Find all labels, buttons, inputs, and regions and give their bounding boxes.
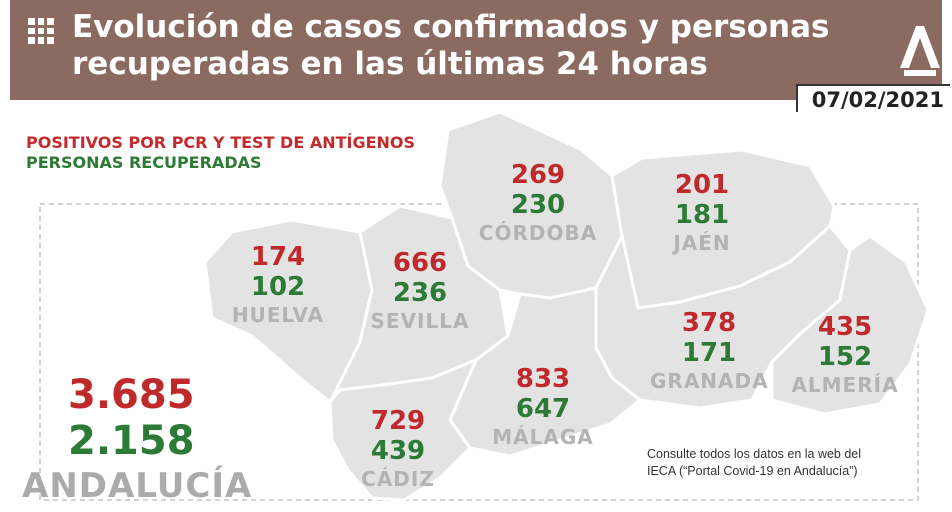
note-line-2: IECA (“Portal Covid-19 en Andalucía”) [647,464,858,478]
sevilla-recovered: 236 [392,278,448,308]
jaen-positives: 201 [674,170,730,200]
province-granada: 378 171 GRANADA [650,308,768,394]
map-region-cadiz [328,357,479,502]
title-line-1: Evolución de casos confirmados y persona… [72,9,830,45]
malaga-positives: 833 [515,364,571,394]
almeria-positives: 435 [817,312,873,342]
province-cordoba: 269 230 CÓRDOBA [478,160,598,246]
huelva-recovered: 102 [250,272,306,302]
province-huelva: 174 102 HUELVA [228,242,328,328]
granada-recovered: 171 [681,338,737,368]
province-malaga: 833 647 MÁLAGA [488,364,598,450]
sevilla-positives: 666 [392,248,448,278]
page-title: Evolución de casos confirmados y persona… [72,9,832,83]
cordoba-recovered: 230 [510,190,566,220]
header-banner: Evolución de casos confirmados y persona… [10,0,942,100]
huelva-name: HUELVA [231,303,325,327]
jaen-name: JAÉN [673,231,731,255]
map-region-almeria [770,234,930,416]
cadiz-recovered: 439 [370,436,426,466]
region-name: ANDALUCÍA [22,466,253,506]
source-note: Consulte todos los datos en la web del I… [647,446,861,480]
grid-icon [28,18,54,44]
malaga-recovered: 647 [515,394,571,424]
province-sevilla: 666 236 SEVILLA [360,248,480,334]
cadiz-name: CÁDIZ [361,467,435,491]
province-cadiz: 729 439 CÁDIZ [348,406,448,492]
map-region-malaga [448,286,643,458]
malaga-name: MÁLAGA [492,425,594,449]
province-jaen: 201 181 JAÉN [652,170,752,256]
granada-positives: 378 [681,308,737,338]
legend-positives: POSITIVOS POR PCR Y TEST DE ANTÍGENOS [26,133,416,152]
andalucia-total: 3.685 2.158 [68,372,195,464]
note-line-1: Consulte todos los datos en la web del [647,447,862,461]
almeria-recovered: 152 [817,342,873,372]
almeria-name: ALMERÍA [791,373,899,397]
total-recovered: 2.158 [68,418,195,464]
total-positives: 3.685 [68,372,195,418]
legend-recovered: PERSONAS RECUPERADAS [26,153,262,172]
legend: POSITIVOS POR PCR Y TEST DE ANTÍGENOS PE… [26,133,415,173]
huelva-positives: 174 [250,242,306,272]
sevilla-name: SEVILLA [370,309,470,333]
junta-andalucia-logo [900,26,940,76]
cordoba-positives: 269 [510,160,566,190]
report-date: 07/02/2021 [795,84,950,112]
cadiz-positives: 729 [370,406,426,436]
granada-name: GRANADA [650,369,769,393]
province-almeria: 435 152 ALMERÍA [790,312,900,398]
title-line-2: recuperadas en las últimas 24 horas [72,46,708,82]
jaen-recovered: 181 [674,200,730,230]
cordoba-name: CÓRDOBA [478,221,598,245]
